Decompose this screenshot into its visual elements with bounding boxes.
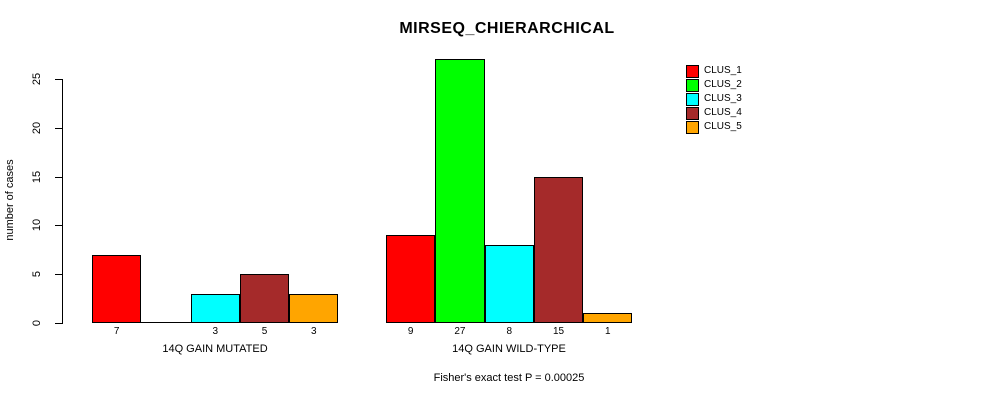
- legend-item-clus_4: CLUS_4: [686, 106, 742, 120]
- legend-label: CLUS_5: [704, 121, 742, 132]
- bar-clus_5: [583, 313, 633, 323]
- bar-value-label: 9: [407, 326, 414, 337]
- legend-label: CLUS_3: [704, 93, 742, 104]
- bar-value-label: 7: [113, 326, 120, 337]
- bar-clus_2: [435, 59, 485, 323]
- bar-clus_1: [386, 235, 436, 323]
- bar-clus_1: [92, 254, 142, 323]
- y-axis-tick: [55, 128, 62, 129]
- bar-value-label: 8: [506, 326, 513, 337]
- legend-item-clus_1: CLUS_1: [686, 64, 742, 78]
- bar-value-label: 1: [605, 326, 611, 337]
- bar-value-label: 15: [552, 326, 565, 337]
- bar-clus_4: [533, 176, 584, 323]
- legend-label: CLUS_2: [704, 79, 742, 90]
- y-axis-tick-label: 0: [31, 319, 43, 327]
- y-axis-line: [62, 79, 63, 324]
- y-axis-tick-label: 5: [31, 270, 43, 278]
- bar-clus_2-zero: [141, 322, 191, 323]
- bar-clus_3: [484, 244, 534, 323]
- y-axis-tick-label: 20: [31, 121, 43, 135]
- legend-item-clus_5: CLUS_5: [686, 120, 742, 134]
- y-axis-tick: [55, 79, 62, 80]
- legend-swatch: [686, 120, 699, 134]
- legend: CLUS_1 CLUS_2 CLUS_3 CLUS_4 CLUS_5: [686, 64, 742, 134]
- legend-swatch: [686, 92, 699, 106]
- fisher-test-annotation: Fisher's exact test P = 0.00025: [433, 372, 585, 384]
- legend-swatch: [686, 106, 699, 120]
- y-axis-tick-label: 15: [31, 170, 43, 184]
- x-group-label-wild-type: 14Q GAIN WILD-TYPE: [452, 343, 566, 355]
- y-axis-tick-label: 10: [31, 218, 43, 232]
- bar-value-label: 5: [261, 326, 268, 337]
- legend-item-clus_3: CLUS_3: [686, 92, 742, 106]
- legend-swatch: [686, 64, 699, 78]
- bar-value-label: 27: [454, 326, 466, 337]
- chart-title: MIRSEQ_CHIERARCHICAL: [399, 20, 615, 37]
- bar-value-label: 3: [311, 326, 317, 337]
- y-axis-tick: [55, 225, 62, 226]
- y-axis-label: number of cases: [4, 159, 16, 241]
- legend-swatch: [686, 78, 699, 92]
- legend-item-clus_2: CLUS_2: [686, 78, 742, 92]
- bar-value-label: 3: [212, 326, 219, 337]
- bar-clus_5: [289, 293, 339, 323]
- bar-clus_4: [239, 274, 290, 323]
- y-axis-tick: [55, 177, 62, 178]
- y-axis-tick: [55, 274, 62, 275]
- bar-clus_3: [190, 293, 240, 323]
- legend-label: CLUS_1: [704, 65, 742, 76]
- x-group-label-mutated: 14Q GAIN MUTATED: [162, 343, 268, 355]
- legend-label: CLUS_4: [704, 107, 742, 118]
- y-axis-tick: [55, 323, 62, 324]
- y-axis-tick-label: 25: [31, 72, 43, 86]
